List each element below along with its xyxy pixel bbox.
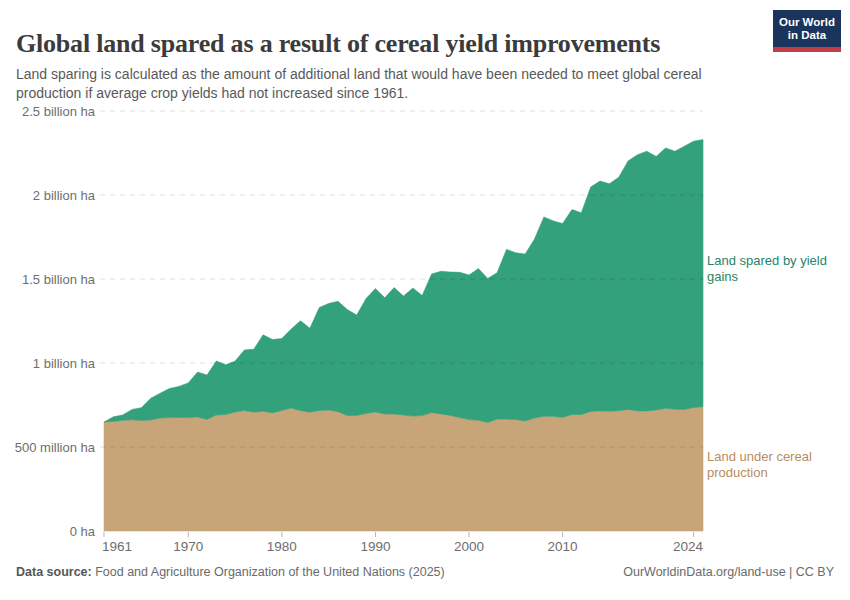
area-land-spared-by-yield-gains — [104, 140, 703, 423]
x-axis-label: 1980 — [267, 539, 297, 554]
y-axis-label: 500 million ha — [15, 440, 96, 455]
stacked-area-chart: 0 ha 500 million ha 1 billion ha 1.5 billio… — [0, 0, 850, 600]
x-axis-label: 2000 — [454, 539, 484, 554]
chart-footer: Data source: Food and Agriculture Organi… — [16, 565, 834, 579]
x-axis-label: 1970 — [173, 539, 203, 554]
data-source-text: Food and Agriculture Organization of the… — [92, 565, 445, 579]
x-axis-label: 2010 — [548, 539, 578, 554]
y-axis-label: 2.5 billion ha — [22, 104, 96, 119]
data-source-note: Data source: Food and Agriculture Organi… — [16, 565, 445, 579]
series-label-land-spared: Land spared by yield gains — [707, 253, 827, 285]
area-land-under-cereal-production — [104, 407, 703, 531]
series-label-land-under-production: Land under cereal production — [707, 449, 827, 481]
x-axis-label: 1990 — [360, 539, 390, 554]
data-source-label: Data source: — [16, 565, 92, 579]
footer-url-license: OurWorldinData.org/land-use | CC BY — [623, 565, 834, 579]
x-axis-label: 1961 — [102, 539, 132, 554]
x-axis-label: 2024 — [673, 539, 704, 554]
y-axis-label: 1.5 billion ha — [22, 272, 96, 287]
y-axis-label: 2 billion ha — [33, 188, 96, 203]
y-axis-label: 1 billion ha — [33, 356, 96, 371]
y-axis-label: 0 ha — [70, 524, 96, 539]
